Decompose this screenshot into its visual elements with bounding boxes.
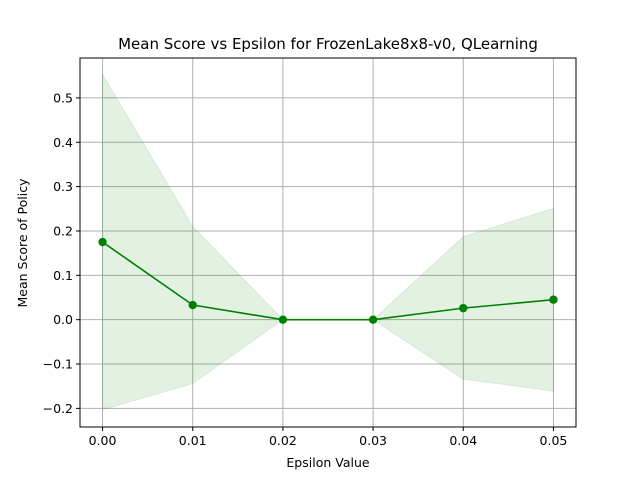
grid xyxy=(80,58,576,427)
y-tick-label: 0.3 xyxy=(53,179,73,194)
y-tick-label: 0.2 xyxy=(53,223,73,238)
data-point xyxy=(549,295,558,304)
series-polyline xyxy=(102,241,554,321)
y-tick-label: −0.2 xyxy=(43,401,73,416)
x-tick-label: 0.02 xyxy=(269,433,297,448)
series-line xyxy=(102,241,554,321)
x-axis-label: Epsilon Value xyxy=(286,455,369,470)
plot-frame xyxy=(79,57,577,428)
x-tick-label: 0.04 xyxy=(449,433,477,448)
x-tick-label: 0.05 xyxy=(540,433,568,448)
band-area xyxy=(102,72,554,411)
data-point xyxy=(368,315,378,324)
x-tick-label: 0.01 xyxy=(179,433,207,448)
y-tick-label: 0.4 xyxy=(53,135,73,150)
x-tick-label: 0.00 xyxy=(89,433,117,448)
y-tick-label: 0.1 xyxy=(53,268,73,283)
y-axis-ticks: −0.2 −0.1 0.0 0.1 0.2 0.3 0.4 0.5 xyxy=(43,90,80,416)
series-points xyxy=(98,237,558,324)
data-point xyxy=(188,300,197,310)
y-axis-label: Mean Score of Policy xyxy=(15,178,30,308)
data-point xyxy=(278,315,288,324)
y-tick-label: 0.0 xyxy=(53,312,73,327)
x-axis-ticks: 0.00 0.01 0.02 0.03 0.04 0.05 xyxy=(89,427,568,448)
confidence-band xyxy=(102,72,554,411)
y-tick-label: 0.5 xyxy=(53,90,73,105)
data-point xyxy=(98,237,107,247)
chart-title: Mean Score vs Epsilon for FrozenLake8x8-… xyxy=(118,35,538,53)
y-tick-label: −0.1 xyxy=(43,357,73,372)
data-point xyxy=(459,303,468,313)
x-tick-label: 0.03 xyxy=(359,433,387,448)
